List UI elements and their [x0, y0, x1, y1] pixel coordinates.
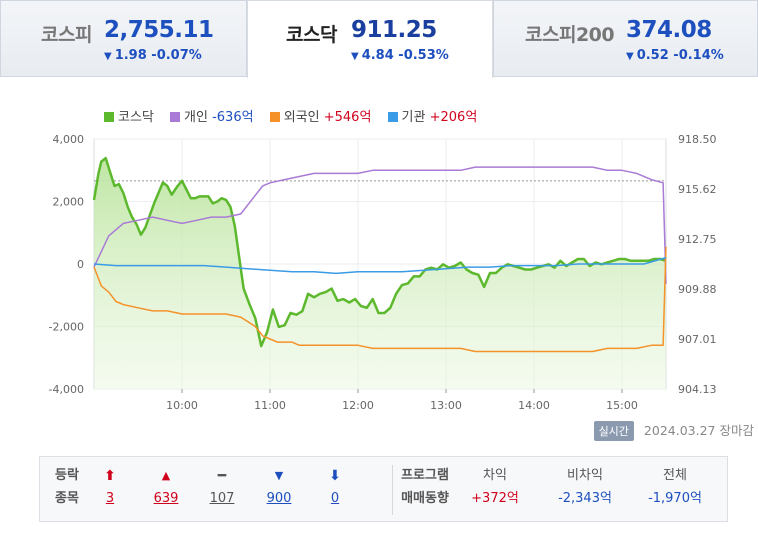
tab-kospi-name: 코스피 [41, 24, 92, 46]
summary-divider [392, 465, 393, 515]
series-line [93, 246, 667, 353]
down-arrow-icon: ▼ [626, 51, 634, 62]
y-left-tick-label: -2,000 [49, 321, 84, 334]
count-unchanged: ━ 107 [202, 465, 242, 511]
count-value[interactable]: 107 [209, 491, 235, 506]
count-value[interactable]: 900 [266, 491, 292, 506]
count-lower-limit: ⬇ 0 [315, 465, 355, 511]
y-right-tick-label: 909.88 [678, 283, 717, 296]
tab-kospi-change: ▼ 1.98 -0.07% [104, 48, 202, 63]
updown-header: 등락 종목 [50, 465, 84, 511]
legend-item-kosdaq[interactable]: 코스닥 [104, 106, 154, 125]
y-right-tick-label: 918.50 [678, 133, 717, 146]
legend-label: 외국인 [283, 110, 320, 125]
market-status: 실시간 2024.03.27 장마감 [593, 420, 754, 441]
unchanged-icon: ━ [217, 468, 227, 484]
stat-value: -2,343억 [558, 491, 612, 506]
stat-label: 전체 [663, 468, 687, 483]
stat-value: +372억 [471, 491, 519, 506]
stat-label: 비차익 [567, 468, 603, 483]
count-value[interactable]: 3 [105, 491, 115, 506]
y-left-tick-label: -4,000 [49, 383, 84, 396]
chart-legend: 코스닥 개인 -636억 외국인 +546억 기관 +206억 [104, 106, 489, 125]
y-right-tick-label: 915.62 [678, 183, 717, 196]
program-total: 전체 -1,970억 [625, 465, 725, 511]
tab-kosdaq-change: ▼ 4.84 -0.53% [351, 48, 449, 63]
y-left-tick-label: 4,000 [53, 133, 85, 146]
legend-value: -636억 [212, 110, 254, 125]
updown-header-line1: 등락 [55, 468, 79, 483]
tab-kospi200-change: ▼ 0.52 -0.14% [626, 48, 724, 63]
y-right-tick-label: 907.01 [678, 333, 717, 346]
market-tabs: 코스피 2,755.11 ▼ 1.98 -0.07% 코스닥 911.25 ▼ 4.… [0, 0, 758, 78]
series-line [93, 256, 667, 275]
legend-swatch [170, 112, 181, 122]
legend-item-institution[interactable]: 기관 +206억 [387, 106, 478, 125]
program-non-arbitrage: 비차익 -2,343억 [535, 465, 635, 511]
tab-kosdaq-name: 코스닥 [286, 24, 337, 46]
y-right-tick-label: 904.13 [678, 383, 717, 396]
x-tick-label: 13:00 [430, 399, 462, 412]
stat-value: -1,970억 [648, 491, 702, 506]
tab-kospi200-change-text: 0.52 -0.14% [636, 48, 724, 63]
legend-item-individual[interactable]: 개인 -636억 [170, 106, 254, 125]
status-date: 2024.03.27 [643, 423, 716, 438]
legend-item-foreign[interactable]: 외국인 +546억 [269, 106, 372, 125]
legend-value: +546억 [323, 110, 372, 125]
legend-label: 개인 [184, 110, 208, 125]
rise-icon: ▲ [161, 469, 171, 482]
count-value[interactable]: 639 [153, 491, 179, 506]
x-tick-label: 15:00 [606, 399, 638, 412]
lower-limit-icon: ⬇ [329, 468, 341, 484]
count-rise: ▲ 639 [146, 465, 186, 511]
y-left-tick-label: 2,000 [53, 196, 85, 209]
tab-kospi-value: 2,755.11 [104, 17, 214, 43]
legend-label: 기관 [401, 110, 426, 125]
tab-kosdaq-value: 911.25 [351, 17, 437, 43]
count-fall: ▼ 900 [259, 465, 299, 511]
fall-icon: ▼ [274, 469, 284, 482]
series-line [92, 156, 667, 348]
realtime-badge[interactable]: 실시간 [593, 421, 634, 441]
legend-swatch [104, 112, 114, 122]
x-tick-label: 12:00 [342, 399, 374, 412]
tab-kosdaq-change-text: 4.84 -0.53% [361, 48, 449, 63]
legend-label: 코스닥 [118, 110, 154, 125]
program-trading-header: 프로그램 매매동향 [385, 465, 465, 511]
program-header-line1: 프로그램 [401, 468, 449, 483]
y-left-tick-label: 0 [77, 258, 84, 271]
market-summary: 등락 종목 ⬆ 3 ▲ 639 ━ 107 ▼ 900 ⬇ 0 프로그램 매매동… [39, 456, 728, 522]
x-tick-label: 11:00 [254, 399, 286, 412]
legend-value: +206억 [429, 110, 478, 125]
x-tick-label: 10:00 [166, 399, 198, 412]
plot-frame [93, 138, 667, 390]
y-right-tick-label: 912.75 [678, 233, 717, 246]
tab-kospi[interactable]: 코스피 2,755.11 ▼ 1.98 -0.07% [0, 0, 247, 77]
legend-swatch [387, 112, 398, 122]
tab-kospi200-name: 코스피200 [525, 24, 615, 46]
program-arbitrage: 차익 +372억 [445, 465, 545, 511]
down-arrow-icon: ▼ [104, 51, 112, 62]
x-tick-label: 14:00 [518, 399, 550, 412]
tab-kosdaq[interactable]: 코스닥 911.25 ▼ 4.84 -0.53% [247, 0, 493, 78]
program-header-line2: 매매동향 [401, 491, 449, 506]
tab-kospi200[interactable]: 코스피200 374.08 ▼ 0.52 -0.14% [493, 0, 758, 77]
count-upper-limit: ⬆ 3 [90, 465, 130, 511]
tab-kospi-change-text: 1.98 -0.07% [114, 48, 202, 63]
down-arrow-icon: ▼ [351, 51, 359, 62]
tab-kospi200-value: 374.08 [626, 17, 712, 43]
status-text: 장마감 [719, 423, 754, 438]
legend-swatch [269, 112, 280, 122]
stat-label: 차익 [483, 468, 507, 483]
updown-header-line2: 종목 [55, 491, 79, 506]
series-area-kosdaq [94, 158, 666, 389]
upper-limit-icon: ⬆ [104, 468, 116, 484]
count-value[interactable]: 0 [330, 491, 340, 506]
series-line [93, 166, 667, 284]
